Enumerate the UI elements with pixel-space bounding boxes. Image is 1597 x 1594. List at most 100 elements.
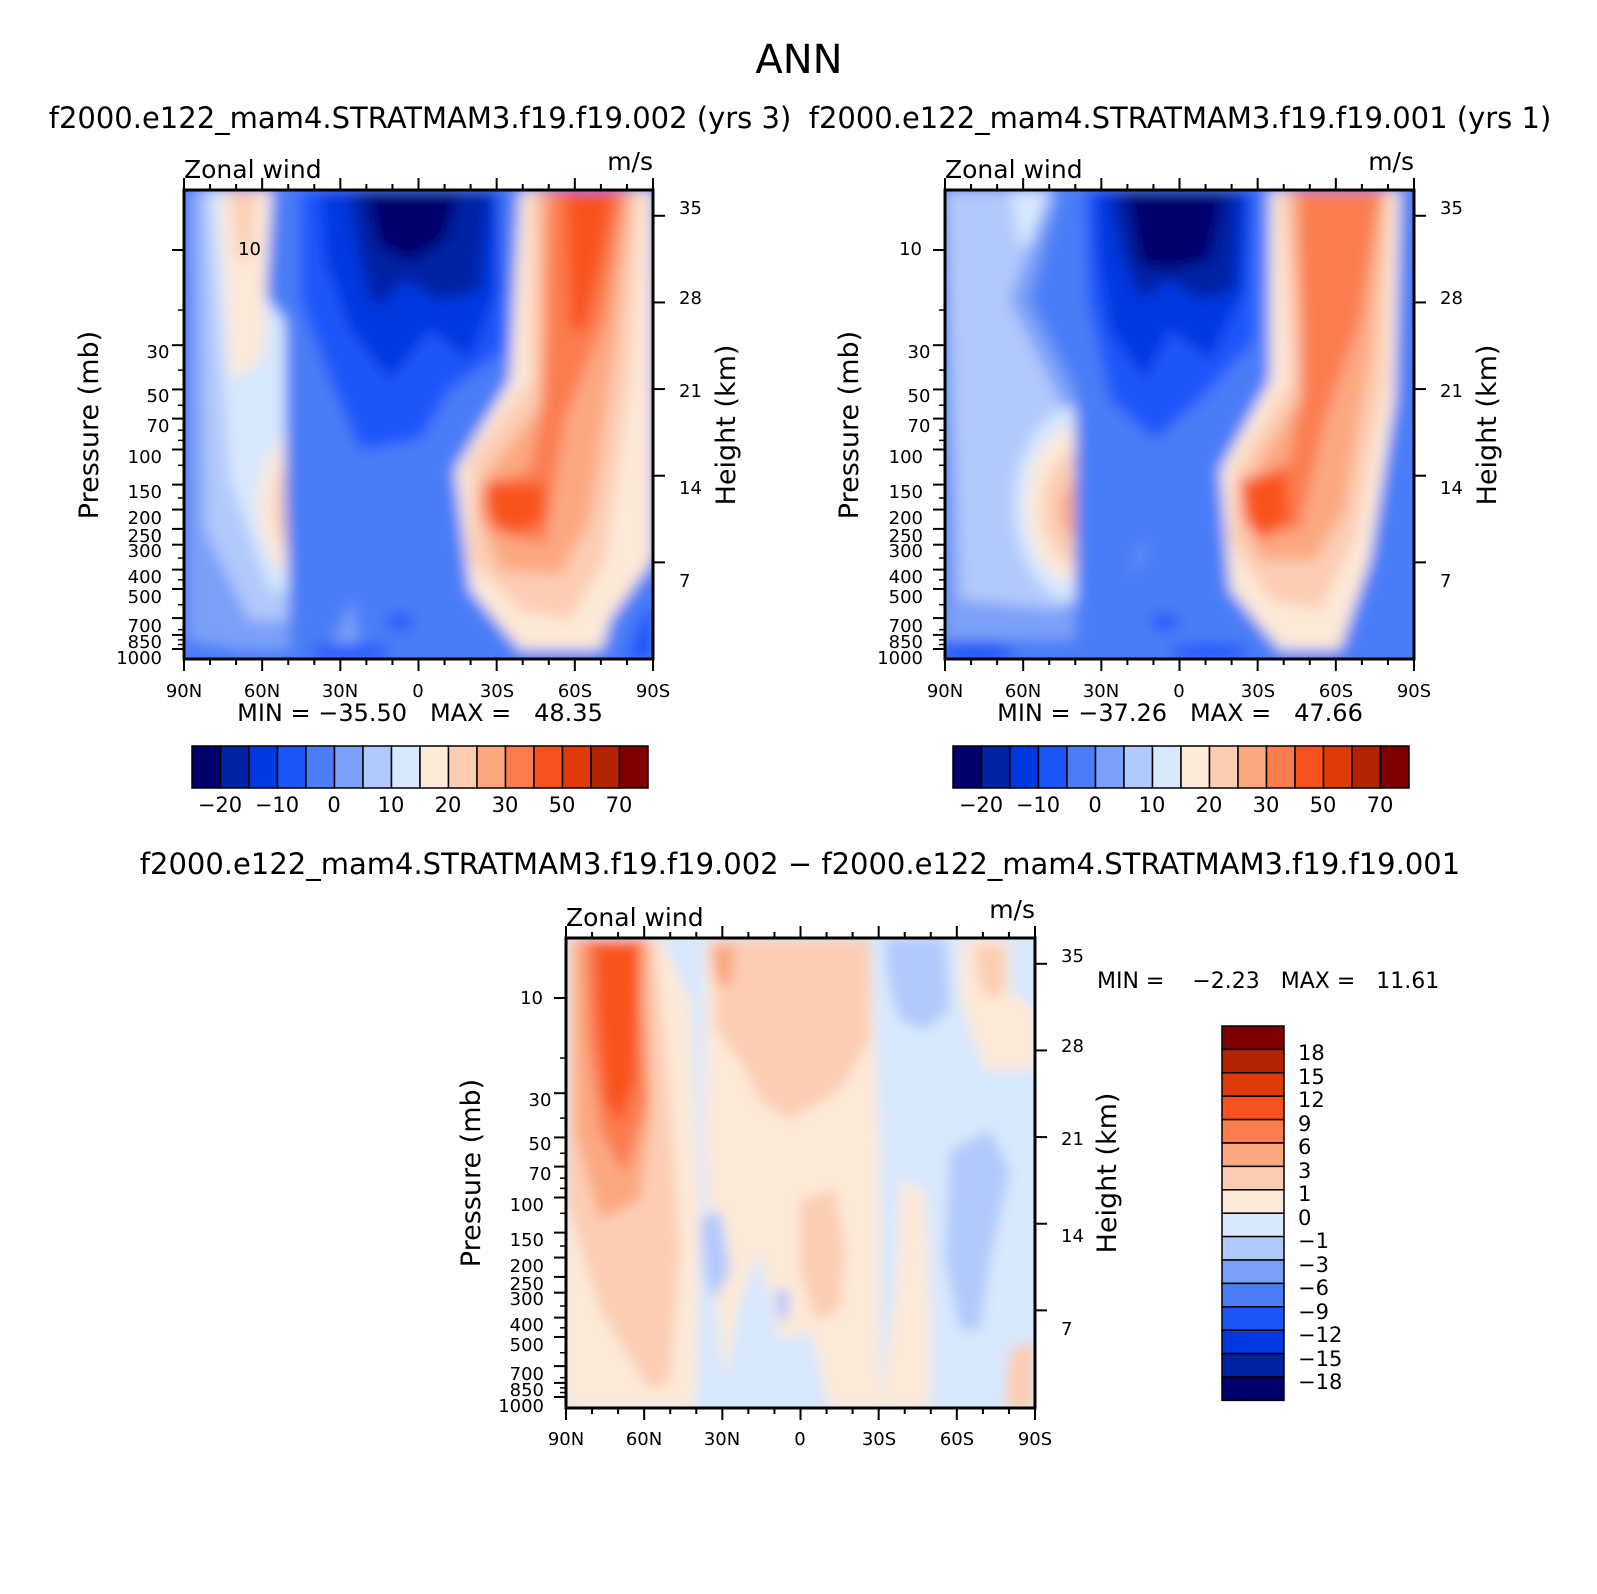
panel-3-height-tick: 35 <box>1061 946 1084 967</box>
colorbar-box <box>1265 745 1296 789</box>
panel-1-height-tick: 14 <box>679 478 702 499</box>
panel-1-colorbar-label: −20 <box>198 793 242 817</box>
panel-2-height-tick: 21 <box>1440 381 1463 402</box>
colorbar-box <box>980 745 1011 789</box>
panel-1-units-label: m/s <box>607 147 653 176</box>
colorbar-box <box>590 745 621 789</box>
panel-3-height-tick: 28 <box>1061 1036 1084 1057</box>
panel-1-y-tick: 150 <box>128 482 162 503</box>
panel-2-y-axis-title: Pressure (mb) <box>834 331 865 519</box>
panel-1-y-tick: 50 <box>147 386 170 407</box>
panel-3-colorbar-label: 18 <box>1298 1041 1325 1065</box>
panel-1-colorbar-label: 20 <box>435 793 462 817</box>
colorbar-box <box>1221 1095 1285 1121</box>
panel-3-colorbar-label: 12 <box>1298 1088 1325 1112</box>
colorbar-box <box>1123 745 1154 789</box>
panel-1-min-max: MIN = −35.50 MAX = 48.35 <box>237 699 603 727</box>
panel-3-y-tick: 50 <box>529 1134 552 1155</box>
colorbar-box <box>1379 745 1410 789</box>
panel-3-x-tick: 30N <box>704 1429 740 1450</box>
colorbar-box <box>447 745 478 789</box>
panel-3-min-max: MIN = −2.23 MAX = 11.61 <box>1097 969 1439 994</box>
panel-3-y-tick: 150 <box>510 1230 544 1251</box>
panel-3-colorbar-label: −18 <box>1298 1370 1342 1394</box>
colorbar-box <box>1221 1376 1285 1402</box>
colorbar-box <box>1066 745 1097 789</box>
panel-2-height-tick: 14 <box>1440 478 1463 499</box>
panel-1-colorbar-label: 30 <box>492 793 519 817</box>
panel-1-colorbar-label: 50 <box>549 793 576 817</box>
panel-1-height-tick: 21 <box>679 381 702 402</box>
panel-2-colorbar-label: 10 <box>1139 793 1166 817</box>
colorbar-box <box>276 745 307 789</box>
colorbar-box <box>1322 745 1353 789</box>
colorbar-box <box>362 745 393 789</box>
colorbar-box <box>1151 745 1182 789</box>
colorbar-box <box>1180 745 1211 789</box>
panel-3-colorbar-label: 0 <box>1298 1206 1311 1230</box>
panel-2-y-tick: 150 <box>889 482 923 503</box>
colorbar-box <box>1221 1259 1285 1285</box>
colorbar-box <box>1221 1329 1285 1355</box>
panel-2-x-tick: 90N <box>927 681 963 702</box>
panel-1-y-tick: 400 <box>128 567 162 588</box>
panel-3-colorbar-label: −9 <box>1298 1300 1329 1324</box>
panel-2-height-tick: 35 <box>1440 198 1463 219</box>
panel-1-colorbar-label: −10 <box>255 793 299 817</box>
panel-3-height-tick: 14 <box>1061 1226 1084 1247</box>
panel-2-height-tick: 7 <box>1440 571 1451 592</box>
colorbar-box <box>305 745 336 789</box>
panel-3-colorbar-label: −1 <box>1298 1229 1329 1253</box>
panel-1-x-tick: 90S <box>636 681 670 702</box>
panel-2-y-tick: 300 <box>889 541 923 562</box>
panel-2-y-tick: 250 <box>889 526 923 547</box>
panel-2: f2000.e122_mam4.STRATMAM3.f19.f19.001 (y… <box>809 101 1552 817</box>
panel-1-x-tick: 30N <box>322 681 358 702</box>
panel-2-colorbar <box>952 745 1410 789</box>
colorbar-box <box>390 745 421 789</box>
colorbar-box <box>1094 745 1125 789</box>
panel-1-y-tick: 70 <box>147 416 170 437</box>
panel-2-colorbar-label: 50 <box>1310 793 1337 817</box>
panel-3-x-tick: 0 <box>794 1429 805 1450</box>
panel-2-units-label: m/s <box>1368 147 1414 176</box>
colorbar-box <box>533 745 564 789</box>
colorbar-box <box>1237 745 1268 789</box>
panel-3-colorbar-label: −12 <box>1298 1323 1342 1347</box>
panel-3-colorbar-label: −3 <box>1298 1253 1329 1277</box>
colorbar-box <box>1221 1212 1285 1238</box>
colorbar-box <box>1294 745 1325 789</box>
panel-2-x-tick: 60N <box>1005 681 1041 702</box>
panel-1-x-tick: 60S <box>558 681 592 702</box>
colorbar-box <box>1221 1025 1285 1051</box>
panel-3-y-tick: 100 <box>510 1195 544 1216</box>
panel-1-y-tick: 850 <box>128 632 162 653</box>
colorbar-box <box>1221 1048 1285 1074</box>
panel-1-y-tick: 500 <box>128 587 162 608</box>
panel-2-variable-label: Zonal wind <box>945 155 1083 184</box>
panel-2-colorbar-label: 30 <box>1253 793 1280 817</box>
panel-2-min-max: MIN = −37.26 MAX = 47.66 <box>997 699 1363 727</box>
panel-1-colorbar <box>191 745 649 789</box>
panel-1-y-tick: 10 <box>238 239 261 260</box>
panel-3-y-tick: 30 <box>529 1090 552 1111</box>
panel-1-x-tick: 90N <box>166 681 202 702</box>
panel-3-x-tick: 90N <box>548 1429 584 1450</box>
panel-1-colorbar-label: 0 <box>327 793 340 817</box>
panel-2-ticks <box>933 178 1426 671</box>
panel-2-x-tick: 60S <box>1319 681 1353 702</box>
panel-1-colorbar-label: 70 <box>606 793 633 817</box>
panel-2-y-tick: 70 <box>908 416 931 437</box>
panel-3-x-tick: 60N <box>626 1429 662 1450</box>
panel-2-y-tick: 700 <box>889 616 923 637</box>
panel-2-y-tick: 10 <box>899 239 922 260</box>
panel-3-y-tick: 700 <box>510 1364 544 1385</box>
panel-2-y-tick: 100 <box>889 447 923 468</box>
panel-3-colorbar-label: 6 <box>1298 1135 1311 1159</box>
panel-2-colorbar-label: −10 <box>1016 793 1060 817</box>
colorbar-box <box>1221 1352 1285 1378</box>
panel-2-colorbar-label: −20 <box>959 793 1003 817</box>
panel-2-y-tick: 1000 <box>877 648 923 669</box>
panel-1-x-tick: 0 <box>412 681 423 702</box>
panel-3-colorbar-label: 15 <box>1298 1065 1325 1089</box>
